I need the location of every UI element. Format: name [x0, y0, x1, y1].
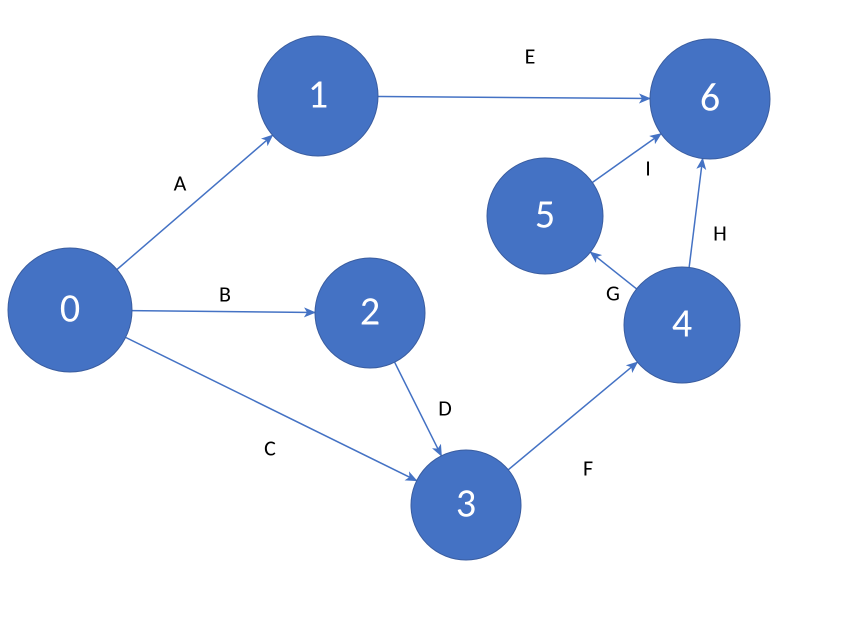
network-diagram: 0 1 2 3 4 5 6 A B C D E F G H I [0, 0, 852, 626]
edge-labels-layer: A B C D E F G H I [174, 42, 727, 481]
edge-label-I: I [645, 154, 651, 181]
edge-label-D: D [438, 394, 452, 421]
node-label-3: 3 [456, 479, 476, 528]
node-label-2: 2 [360, 287, 380, 336]
node-label-5: 5 [535, 190, 555, 239]
node-label-6: 6 [700, 73, 720, 122]
node-label-4: 4 [672, 299, 692, 348]
nodes-layer: 0 1 2 3 4 5 6 [8, 36, 770, 560]
edge-label-C: C [264, 434, 276, 461]
edge-F [508, 362, 637, 470]
edge-label-G: G [606, 279, 620, 306]
edge-H [689, 159, 702, 268]
edge-label-B: B [219, 280, 231, 307]
edge-label-F: F [583, 454, 593, 481]
edge-A [117, 135, 273, 269]
edge-label-A: A [174, 169, 187, 196]
edge-D [395, 362, 442, 456]
node-label-1: 1 [308, 70, 328, 119]
edge-label-H: H [713, 219, 727, 246]
edge-B [132, 311, 315, 313]
edge-E [378, 96, 650, 98]
edge-label-E: E [525, 42, 536, 69]
node-label-0: 0 [60, 284, 80, 333]
